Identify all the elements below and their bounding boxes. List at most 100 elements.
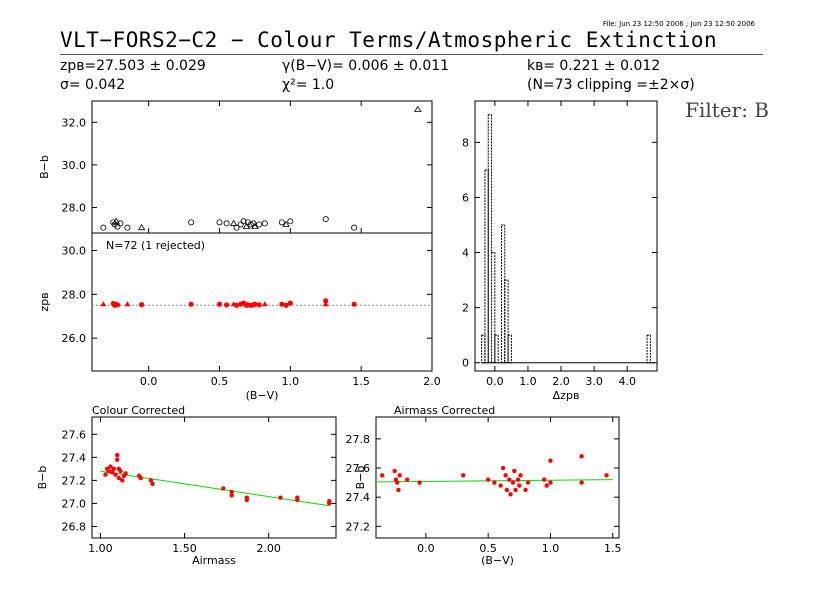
x-tick-label: 3.0 [585,375,603,388]
airmass-corrected-point [504,487,510,493]
zp-y-ticks: 26.0 28.0 30.0 [62,245,432,345]
airmass-corrected-point [579,454,584,459]
zp-stat: zpʙ=27.503 ± 0.029 [60,58,206,74]
x-tick-label: 1.5 [604,542,622,555]
clipping-stat: (N=73 clipping =±2×σ) [527,77,695,93]
histogram-bar [504,279,509,364]
raw-point [223,220,230,227]
zp-point [252,301,258,307]
airmass-corrected-point [544,483,549,488]
raw-point [247,221,254,228]
raw-point [216,219,223,226]
colour-corrected-point [116,475,122,481]
raw-point [322,216,329,223]
y-tick-label: 26.0 [62,332,87,345]
sigma-stat: σ= 0.042 [60,77,126,93]
airmass-corrected-point [396,487,401,493]
k-stat: kʙ= 0.221 ± 0.012 [527,58,661,74]
zp-point [351,301,357,307]
gamma-stat: γ(B−V)= 0.006 ± 0.011 [282,58,450,74]
colour-corrected-title: Colour Corrected [92,404,185,417]
y-tick-label: 0 [462,357,469,370]
colour-corrected-point [327,501,332,506]
histogram-bar [507,334,512,364]
raw-point [112,217,120,224]
x-tick-label: 1.00 [88,542,113,555]
zp-point [283,302,289,308]
x-tick-label: 1.5 [352,375,370,388]
airmass-corrected-point [542,477,547,482]
title-rule [60,54,763,55]
colour-corrected-point [244,497,250,503]
zp-point [233,302,240,308]
colour-corrected-point [229,489,234,495]
x-tick-label: 2.0 [423,375,441,388]
y-tick-label: 8 [462,136,469,149]
colour-corrected-point [148,478,154,483]
raw-point [256,221,263,228]
raw-point [261,220,268,227]
zp-point [124,301,131,307]
airmass-corrected-point [417,480,422,485]
y-tick-label: 27.6 [62,428,87,441]
colour-corrected-point [120,478,125,483]
colour-corrected-point [103,472,108,477]
colour-corrected-point [278,495,283,500]
airmass-corrected-x-ticks: 0.0 0.5 1.0 1.5 [417,417,622,555]
airmass-corrected-point [523,487,528,493]
airmass-corrected-point [461,473,466,478]
airmass-corrected-point [548,458,553,463]
airmass-corrected-point [510,480,516,485]
raw-point [117,220,124,227]
y-tick-label: 27.4 [346,491,371,504]
colour-corrected-points [103,452,332,506]
zp-point [256,302,262,308]
airmass-corrected-point [498,483,503,488]
x-tick-label: 0.0 [417,542,435,555]
histogram-x-ticks: 0.0 1.0 2.0 3.0 4.0 [486,101,636,388]
zp-point [287,300,293,306]
zp-point [279,301,285,307]
zp-point [114,302,121,308]
colour-corrected-point [113,472,118,477]
raw-point [229,219,238,226]
filter-label: Filter: B [685,98,769,122]
colour-corrected-point [106,468,112,474]
histogram-bar [491,252,496,364]
colour-corrected-frame [91,416,337,539]
histogram-bar [494,334,499,364]
raw-point [124,224,131,231]
raw-point [237,221,244,228]
raw-point [100,224,107,231]
x-tick-label: 1.0 [542,542,560,555]
airmass-corrected-point [604,473,609,478]
chi2-stat: χ²= 1.0 [282,77,335,93]
raw-point [278,219,285,226]
x-tick-label: 1.0 [519,375,537,388]
y-tick-label: 27.0 [62,497,87,510]
airmass-corrected-point [512,468,517,474]
airmass-corrected-point [518,473,523,478]
y-tick-label: 28.0 [62,201,87,214]
airmass-corrected-title: Airmass Corrected [394,404,495,417]
zp-point [188,301,194,307]
raw-point [242,222,251,230]
colour-corrected-point [118,468,123,474]
zp-point [138,302,145,308]
colour-corrected-x-ticks: 1.00 1.50 2.00 [88,417,281,555]
zp-point [223,302,230,308]
x-tick-label: 1.0 [282,375,300,388]
colour-corrected-point [109,470,115,475]
y-tick-label: 26.8 [62,520,87,533]
histogram-bar [481,334,486,364]
y-tick-label: 27.6 [346,462,371,475]
raw-point [188,219,195,226]
y-tick-label: 32.0 [62,116,87,129]
x-tick-label: 2.0 [552,375,570,388]
airmass-corrected-point [397,473,402,478]
airmass-corrected-x-label: (B−V) [481,554,514,567]
colour-corrected-point [123,471,128,476]
colour-corrected-point [221,486,226,491]
y-tick-label: 27.4 [62,451,87,464]
